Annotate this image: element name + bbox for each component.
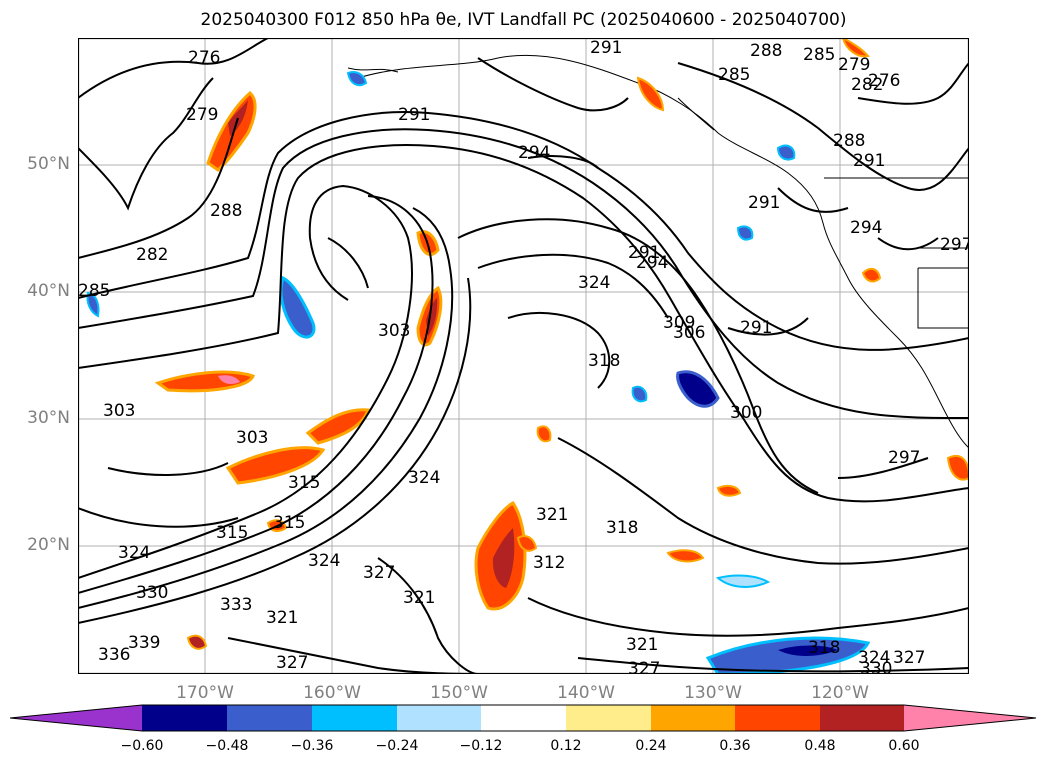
contour-label: 300 [730,403,762,423]
colorbar-tick-label: 0.24 [635,738,667,754]
colorbar-segment [227,705,312,731]
contour-label: 324 [308,551,340,571]
lon-label-170w: 170°W [176,683,234,703]
contour-label: 327 [363,563,395,583]
contour-label: 288 [750,41,782,61]
contour-label: 282 [136,245,168,265]
colorbar-segment [312,705,397,731]
contour-labels: 276 276 279 279 282 282 285 285 285 288 … [78,38,969,674]
colorbar-segment [566,705,651,731]
theta-e-contours [78,38,969,674]
contour-label: 297 [888,448,920,468]
colorbar-tick-label: −0.36 [290,738,334,754]
colorbar-tick-label: 0.48 [804,738,836,754]
colorbar-tick-label: 0.36 [719,738,751,754]
contour-label: 324 [578,273,610,293]
contour-label: 327 [628,659,660,674]
contour-label: 291 [853,151,885,171]
contour-label: 276 [188,48,220,68]
contour-label: 315 [216,523,248,543]
lon-label-140w: 140°W [557,683,615,703]
contour-label: 315 [288,473,320,493]
colorbar-segment [735,705,820,731]
contour-label: 303 [103,401,135,421]
colorbar-segment [651,705,735,731]
contour-label: 279 [838,55,870,75]
contour-label: 291 [628,243,660,263]
contour-label: 306 [673,323,705,343]
ivt-pc-shading [86,38,969,674]
contour-label: 339 [128,633,160,653]
lat-label-20n: 20°N [27,535,70,555]
contour-label: 288 [210,201,242,221]
contour-label: 312 [533,553,565,573]
colorbar-tick-label: 0.60 [888,738,920,754]
contour-label: 321 [536,505,568,525]
colorbar-tick-label: −0.24 [375,738,419,754]
contour-label: 324 [858,648,890,668]
colorbar-tick-label: −0.48 [205,738,249,754]
lon-label-130w: 130°W [684,683,742,703]
contour-label: 330 [136,583,168,603]
contour-label: 321 [266,608,298,628]
colorbar-tick-label: −0.60 [120,738,164,754]
contour-label: 315 [273,513,305,533]
contour-label: 291 [590,38,622,58]
contour-label: 303 [236,428,268,448]
colorbar-tick-label: 0.12 [550,738,582,754]
lon-label-120w: 120°W [811,683,869,703]
colorbar-strip [9,704,1037,732]
contour-label: 327 [276,653,308,673]
contour-label: 294 [850,218,882,238]
contour-label: 279 [186,105,218,125]
contour-label: 309 [663,313,695,333]
lon-label-160w: 160°W [303,683,361,703]
contour-label: 321 [403,588,435,608]
contour-label: 333 [220,595,252,615]
map-frame [77,37,970,675]
contour-label: 321 [626,635,658,655]
map-panel: 276 276 279 279 282 282 285 285 285 288 … [77,37,970,675]
contour-label: 318 [606,518,638,538]
lat-label-30n: 30°N [27,408,70,428]
colorbar-low-extend [10,705,142,731]
colorbar-segment [397,705,481,731]
lat-label-50n: 50°N [27,154,70,174]
contour-label: 291 [748,193,780,213]
colorbar-tick-label: −0.12 [459,738,503,754]
contour-label: 294 [636,253,668,273]
contour-label: 291 [740,318,772,338]
colorbar-segment [820,705,904,731]
contour-label: 291 [398,105,430,125]
contour-label: 336 [98,645,130,665]
contour-label: 318 [588,351,620,371]
contour-label: 324 [408,468,440,488]
colorbar-outline [9,704,1037,732]
contour-label: 282 [851,75,883,95]
contour-label: 318 [808,638,840,658]
lat-label-40n: 40°N [27,281,70,301]
colorbar-high-extend [904,705,1036,731]
colorbar-segment [481,705,566,731]
map-title: 2025040300 F012 850 hPa θe, IVT Landfall… [200,10,847,30]
contour-label: 276 [868,71,900,91]
colorbar-segment [142,705,227,731]
contour-label: 297 [940,235,969,255]
colorbar [9,703,1037,733]
contour-label: 288 [833,131,865,151]
contour-label: 327 [893,648,925,668]
colorbar-ticks: −0.60 −0.48 −0.36 −0.24 −0.12 0.12 0.24 … [0,738,1047,758]
contour-label: 330 [860,659,892,674]
contour-label: 324 [118,543,150,563]
contour-label: 285 [78,281,110,301]
contour-label: 294 [518,143,550,163]
contour-label: 303 [378,321,410,341]
contour-label: 285 [803,45,835,65]
lon-label-150w: 150°W [430,683,488,703]
theta-e-map: 276 276 279 279 282 282 285 285 285 288 … [77,37,970,675]
contour-label: 285 [718,65,750,85]
